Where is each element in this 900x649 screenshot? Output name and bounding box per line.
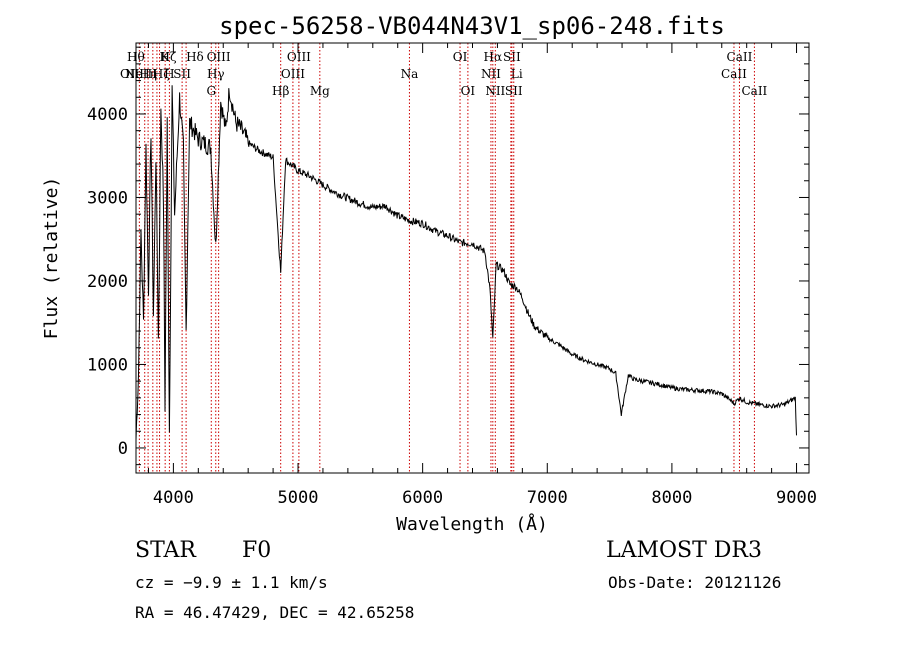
- line-label-9: Hδ: [186, 50, 204, 64]
- line-label-28: CaII: [741, 84, 767, 98]
- line-label-3: Hζ: [153, 67, 170, 81]
- y-tick-label-1: 1000: [87, 355, 128, 375]
- x-tick-label-2: 6000: [402, 488, 443, 508]
- line-label-14: OIII: [281, 67, 305, 81]
- x-tick-label-5: 9000: [776, 488, 817, 508]
- line-label-20: NII: [481, 67, 501, 81]
- series-line-0: [135, 85, 797, 440]
- subclass: F0: [242, 538, 272, 563]
- series-group: [135, 85, 797, 440]
- line-label-16: Mg: [310, 84, 330, 98]
- spectral-line-markers: OIIHθHηHζNeIIIHζKHSIIHδGHγOIIIHβOIIIOIII…: [120, 43, 768, 473]
- x-tick-label-3: 7000: [527, 488, 568, 508]
- y-axis-label: Flux (relative): [41, 177, 62, 340]
- line-label-24: SII: [503, 50, 521, 64]
- y-tick-label-4: 4000: [87, 105, 128, 125]
- x-tick-label-0: 4000: [153, 488, 194, 508]
- coordinates: RA = 46.47429, DEC = 42.65258: [135, 603, 415, 622]
- x-axis-label: Wavelength (Å): [396, 513, 548, 535]
- line-label-6: K: [161, 50, 171, 64]
- line-label-7: H: [164, 67, 174, 81]
- line-label-10: G: [206, 84, 216, 98]
- plot-frame: [135, 42, 810, 474]
- y-tick-label-2: 2000: [87, 272, 128, 292]
- line-label-13: Hβ: [272, 84, 289, 98]
- line-label-25: SII: [505, 84, 523, 98]
- line-label-22: NII: [485, 84, 505, 98]
- redshift: cz = −9.9 ± 1.1 km/s: [135, 573, 328, 592]
- line-label-0: OII: [120, 67, 140, 81]
- obs-date: Obs-Date: 20121126: [608, 573, 782, 592]
- line-label-12: OIII: [207, 50, 231, 64]
- line-label-15: OIII: [287, 50, 311, 64]
- line-label-5: Hζ: [160, 50, 177, 64]
- x-tick-label-4: 8000: [651, 488, 692, 508]
- object-class: STAR: [135, 538, 196, 563]
- line-label-4: NeIII: [125, 67, 157, 81]
- line-label-2: Hη: [139, 67, 157, 81]
- chart-title: spec-56258-VB044N43V1_sp06-248.fits: [219, 12, 725, 40]
- line-label-8: SII: [173, 67, 191, 81]
- line-label-18: OI: [453, 50, 468, 64]
- line-label-19: OI: [461, 84, 476, 98]
- x-tick-label-1: 5000: [278, 488, 319, 508]
- axis-ticks: 4000 5000 6000 7000 8000 9000 0 1000 2000 3000 400…: [87, 43, 817, 508]
- survey-name: LAMOST DR3: [606, 538, 762, 563]
- line-label-27: CaII: [727, 50, 753, 64]
- line-label-23: Li: [511, 67, 523, 81]
- line-label-17: Na: [401, 67, 419, 81]
- y-tick-label-0: 0: [118, 439, 128, 459]
- y-tick-label-3: 3000: [87, 188, 128, 208]
- line-label-26: CaII: [721, 67, 747, 81]
- line-label-21: Hα: [484, 50, 503, 64]
- line-label-11: Hγ: [207, 67, 225, 81]
